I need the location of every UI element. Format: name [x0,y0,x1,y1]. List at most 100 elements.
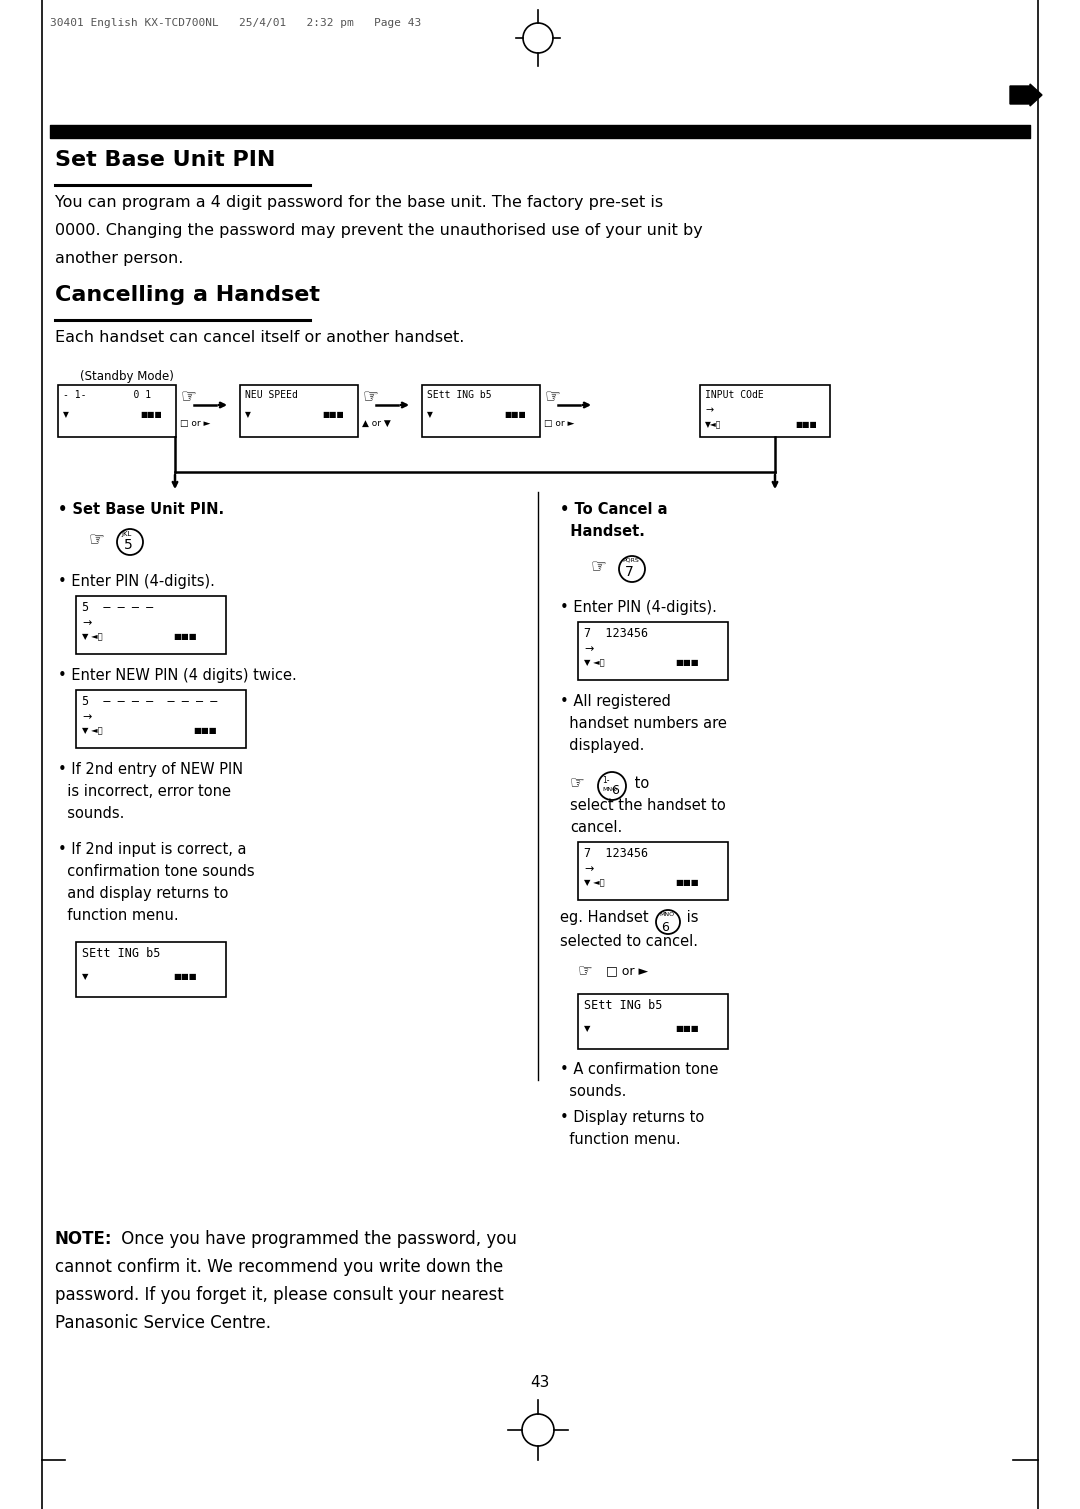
Text: ■■■: ■■■ [675,878,699,887]
Text: →: → [584,644,593,653]
Text: MNO: MNO [602,788,617,792]
Text: • If 2nd input is correct, a: • If 2nd input is correct, a [58,842,246,857]
Text: sounds.: sounds. [561,1083,626,1099]
Text: sounds.: sounds. [58,806,124,821]
Text: ▼: ▼ [427,410,433,420]
Text: □ or ►: □ or ► [606,964,648,976]
Text: - 1-        0 1: - 1- 0 1 [63,389,151,400]
Text: ■■■: ■■■ [140,410,162,420]
Text: password. If you forget it, please consult your nearest: password. If you forget it, please consu… [55,1286,503,1304]
Bar [240,385,357,438]
Text: • Enter PIN (4-digits).: • Enter PIN (4-digits). [58,573,215,589]
Text: function menu.: function menu. [58,908,178,924]
Text: and display returns to: and display returns to [58,886,228,901]
Text: • Enter PIN (4-digits).: • Enter PIN (4-digits). [561,601,717,616]
Bar [76,690,246,748]
Bar [422,385,540,438]
Text: ▼: ▼ [82,972,89,981]
Bar [578,994,728,1049]
Text: 5: 5 [124,539,133,552]
Bar [578,622,728,681]
Text: Panasonic Service Centre.: Panasonic Service Centre. [55,1314,271,1332]
Text: 6: 6 [611,785,619,797]
Bar [76,942,226,997]
Text: ▼: ▼ [63,410,69,420]
FancyArrow shape [1010,85,1042,106]
Text: • To Cancel a: • To Cancel a [561,502,667,518]
Text: ▼ ◄⦿: ▼ ◄⦿ [82,632,103,641]
Text: ■■■: ■■■ [173,972,197,981]
Text: Cancelling a Handset: Cancelling a Handset [55,285,320,305]
Text: handset numbers are: handset numbers are [561,715,727,730]
Text: □ or ►: □ or ► [180,420,211,429]
Text: ☞: ☞ [578,963,593,979]
Text: ☞: ☞ [570,774,585,792]
Text: 0000. Changing the password may prevent the unauthorised use of your unit by: 0000. Changing the password may prevent … [55,223,703,238]
Text: 30401 English KX-TCD700NL   25/4/01   2:32 pm   Page 43: 30401 English KX-TCD700NL 25/4/01 2:32 p… [50,18,421,29]
Text: select the handset to: select the handset to [570,798,726,813]
Text: (Standby Mode): (Standby Mode) [80,370,174,383]
Text: NOTE:: NOTE: [55,1230,112,1248]
Text: →: → [705,404,713,415]
Text: 5  — — — —  — — — —: 5 — — — — — — — — [82,696,217,708]
Text: ☞: ☞ [87,530,104,548]
Text: selected to cancel.: selected to cancel. [561,934,698,949]
Text: NEU SPEEd: NEU SPEEd [245,389,298,400]
Text: ▼ ◄⦿: ▼ ◄⦿ [82,726,103,735]
Text: SEtt ING b5: SEtt ING b5 [427,389,491,400]
Text: SEtt ING b5: SEtt ING b5 [82,948,160,960]
Text: 7  123456: 7 123456 [584,628,648,640]
Text: displayed.: displayed. [561,738,645,753]
Text: Each handset can cancel itself or another handset.: Each handset can cancel itself or anothe… [55,330,464,346]
Text: 5  — — — —: 5 — — — — [82,601,153,614]
Bar [578,842,728,899]
Text: is: is [681,910,699,925]
Text: →: → [82,619,92,628]
Text: ■■■: ■■■ [322,410,343,420]
Text: • Display returns to: • Display returns to [561,1111,704,1126]
Text: □ or ►: □ or ► [544,420,575,429]
Text: ▼: ▼ [245,410,251,420]
Text: PQRS: PQRS [622,558,638,563]
Text: function menu.: function menu. [561,1132,680,1147]
Text: cancel.: cancel. [570,819,622,834]
Bar [76,596,226,653]
Text: 7: 7 [625,564,634,579]
Text: ■■■: ■■■ [675,658,699,667]
Text: eg. Handset: eg. Handset [561,910,653,925]
Text: ▼: ▼ [584,1025,591,1034]
Text: ■■■: ■■■ [193,726,217,735]
Text: 7  123456: 7 123456 [584,847,648,860]
Text: JKL: JKL [121,531,132,537]
Text: another person.: another person. [55,250,184,266]
Text: SEtt ING b5: SEtt ING b5 [584,999,662,1013]
Text: ☞: ☞ [362,386,378,404]
Text: INPUt COdE: INPUt COdE [705,389,764,400]
Text: ☞: ☞ [590,557,606,575]
Text: ☞: ☞ [180,386,197,404]
Text: to: to [630,776,649,791]
Text: 6: 6 [661,920,669,934]
Text: 1-: 1- [602,776,609,785]
Text: ■■■: ■■■ [173,632,197,641]
Text: →: → [584,865,593,874]
Text: • All registered: • All registered [561,694,671,709]
Text: ▲ or ▼: ▲ or ▼ [362,420,391,429]
Text: • Enter NEW PIN (4 digits) twice.: • Enter NEW PIN (4 digits) twice. [58,668,297,684]
Text: MNO: MNO [659,911,674,917]
Text: • Set Base Unit PIN.: • Set Base Unit PIN. [58,502,225,518]
Text: ▼ ◄⦿: ▼ ◄⦿ [584,878,605,887]
Text: confirmation tone sounds: confirmation tone sounds [58,865,255,880]
Text: Set Base Unit PIN: Set Base Unit PIN [55,149,275,171]
Text: ☞: ☞ [544,386,561,404]
Text: Handset.: Handset. [561,524,645,539]
Text: ▼◄⦿: ▼◄⦿ [705,420,721,429]
Text: ▼ ◄⦿: ▼ ◄⦿ [584,658,605,667]
Text: You can program a 4 digit password for the base unit. The factory pre-set is: You can program a 4 digit password for t… [55,195,663,210]
Text: • If 2nd entry of NEW PIN: • If 2nd entry of NEW PIN [58,762,243,777]
Text: Once you have programmed the password, you: Once you have programmed the password, y… [116,1230,517,1248]
Bar [700,385,831,438]
Bar [58,385,176,438]
Text: 43: 43 [530,1375,550,1390]
Text: ■■■: ■■■ [675,1025,699,1034]
